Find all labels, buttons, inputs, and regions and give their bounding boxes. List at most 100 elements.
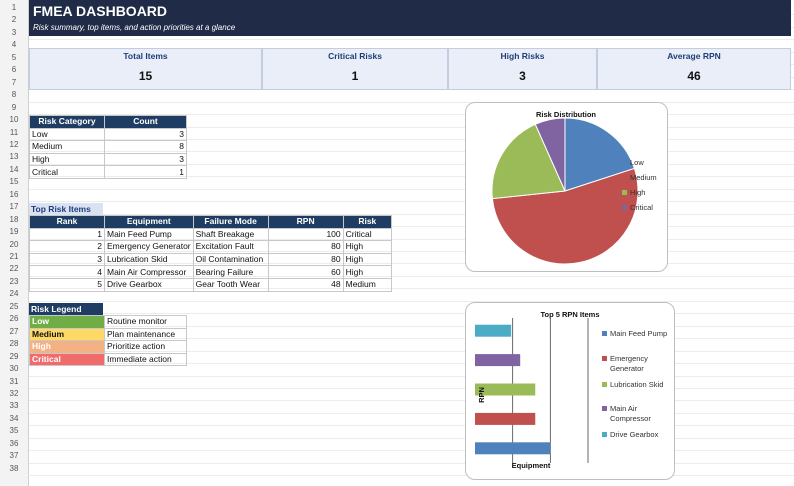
table-cell[interactable]: Medium — [29, 140, 105, 154]
row-number[interactable]: 32 — [0, 387, 29, 401]
legend-level[interactable]: Low — [29, 315, 105, 329]
legend-action[interactable]: Plan maintenance — [104, 327, 187, 342]
legend-action[interactable]: Prioritize action — [104, 340, 187, 354]
bar[interactable] — [475, 354, 521, 367]
table-cell[interactable]: 8 — [104, 140, 187, 154]
pie-slice[interactable] — [564, 117, 636, 192]
row-number[interactable]: 8 — [0, 89, 29, 102]
row-number[interactable]: 4 — [0, 39, 29, 52]
bar[interactable] — [475, 412, 536, 425]
row-number[interactable]: 27 — [0, 325, 29, 339]
table-cell[interactable]: Emergency Generator — [104, 240, 194, 254]
row-number[interactable]: 38 — [0, 462, 29, 476]
column-header[interactable]: Failure Mode — [192, 215, 269, 229]
bar[interactable] — [475, 383, 536, 396]
row-number[interactable]: 12 — [0, 138, 29, 152]
row-number[interactable]: 25 — [0, 300, 29, 314]
row-number[interactable]: 28 — [0, 338, 29, 351]
row-number[interactable]: 15 — [0, 176, 29, 189]
column-header[interactable]: RPN — [267, 215, 344, 229]
row-number[interactable]: 16 — [0, 188, 29, 202]
row-number[interactable]: 24 — [0, 288, 29, 301]
row-number[interactable]: 13 — [0, 151, 29, 164]
table-cell[interactable]: Drive Gearbox — [104, 277, 194, 292]
bar[interactable] — [475, 324, 512, 337]
column-header[interactable]: Rank — [29, 215, 105, 229]
legend-action[interactable]: Routine monitor — [104, 315, 187, 329]
legend-level[interactable]: Medium — [29, 327, 105, 342]
table-cell[interactable]: 1 — [104, 165, 187, 179]
table-cell[interactable]: High — [342, 240, 393, 254]
row-number[interactable]: 2 — [0, 14, 29, 27]
table-cell[interactable]: 80 — [267, 240, 344, 254]
table-cell[interactable]: Critical — [342, 227, 393, 242]
row-number[interactable]: 7 — [0, 76, 29, 90]
legend-level[interactable]: High — [29, 340, 105, 354]
table-cell[interactable]: 1 — [29, 227, 105, 242]
table-cell[interactable]: Main Feed Pump — [104, 227, 194, 242]
row-number[interactable]: 17 — [0, 201, 29, 214]
pie-slice[interactable] — [534, 117, 566, 192]
risk-distribution-chart[interactable]: Risk Distribution Low Medium High Critical — [465, 102, 668, 272]
table-cell[interactable]: Oil Contamination — [192, 252, 269, 267]
row-number[interactable]: 14 — [0, 163, 29, 177]
row-number[interactable]: 5 — [0, 51, 29, 65]
table-cell[interactable]: 5 — [29, 277, 105, 292]
column-header[interactable]: Risk Category — [29, 115, 105, 129]
table-cell[interactable]: 4 — [29, 265, 105, 279]
table-cell[interactable]: 80 — [267, 252, 344, 267]
pie-slice[interactable] — [491, 123, 566, 200]
pie-slice[interactable] — [491, 167, 639, 265]
bar[interactable] — [475, 442, 551, 455]
table-cell[interactable]: 3 — [104, 152, 187, 167]
column-header[interactable]: Count — [104, 115, 187, 129]
table-cell[interactable]: 3 — [29, 252, 105, 267]
table-cell[interactable]: 3 — [104, 127, 187, 142]
row-number[interactable]: 26 — [0, 313, 29, 326]
kpi-high-risks[interactable]: High Risks 3 — [448, 48, 597, 90]
row-number[interactable]: 37 — [0, 450, 29, 463]
table-cell[interactable]: 60 — [267, 265, 344, 279]
row-number[interactable]: 22 — [0, 263, 29, 276]
kpi-average-rpn[interactable]: Average RPN 46 — [597, 48, 791, 90]
row-number[interactable]: 19 — [0, 226, 29, 239]
row-number[interactable]: 30 — [0, 363, 29, 376]
table-cell[interactable]: Excitation Fault — [192, 240, 269, 254]
table-cell[interactable]: High — [342, 252, 393, 267]
row-number[interactable]: 9 — [0, 101, 29, 115]
table-cell[interactable]: Critical — [29, 165, 105, 179]
row-number[interactable]: 1 — [0, 2, 29, 15]
row-number[interactable]: 6 — [0, 64, 29, 77]
row-number[interactable]: 10 — [0, 114, 29, 127]
row-number[interactable]: 21 — [0, 251, 29, 264]
row-number[interactable]: 31 — [0, 375, 29, 388]
legend-level[interactable]: Critical — [29, 352, 105, 367]
table-cell[interactable]: Lubrication Skid — [104, 252, 194, 267]
row-number[interactable]: 23 — [0, 275, 29, 289]
table-cell[interactable]: 100 — [267, 227, 344, 242]
table-cell[interactable]: Gear Tooth Wear — [192, 277, 269, 292]
row-number[interactable]: 3 — [0, 26, 29, 40]
column-header[interactable]: Equipment — [104, 215, 194, 229]
row-number[interactable]: 33 — [0, 400, 29, 413]
kpi-total-items[interactable]: Total Items 15 — [29, 48, 262, 90]
row-number[interactable]: 36 — [0, 437, 29, 451]
kpi-critical-risks[interactable]: Critical Risks 1 — [262, 48, 448, 90]
column-header[interactable]: Risk — [342, 215, 393, 229]
table-cell[interactable]: Low — [29, 127, 105, 142]
table-cell[interactable]: High — [29, 152, 105, 167]
table-cell[interactable]: Main Air Compressor — [104, 265, 194, 279]
row-number[interactable]: 35 — [0, 425, 29, 438]
row-number[interactable]: 18 — [0, 213, 29, 227]
table-cell[interactable]: High — [342, 265, 393, 279]
row-number[interactable]: 34 — [0, 412, 29, 426]
row-number[interactable]: 20 — [0, 238, 29, 251]
top-rpn-chart[interactable]: Top 5 RPN Items Equipment RPN Main Feed Pum… — [465, 302, 675, 480]
row-number[interactable]: 11 — [0, 126, 29, 139]
table-cell[interactable]: Bearing Failure — [192, 265, 269, 279]
table-cell[interactable]: Shaft Breakage — [192, 227, 269, 242]
table-cell[interactable]: 48 — [267, 277, 344, 292]
row-number[interactable]: 29 — [0, 350, 29, 364]
table-cell[interactable]: 2 — [29, 240, 105, 254]
table-cell[interactable]: Medium — [342, 277, 393, 292]
